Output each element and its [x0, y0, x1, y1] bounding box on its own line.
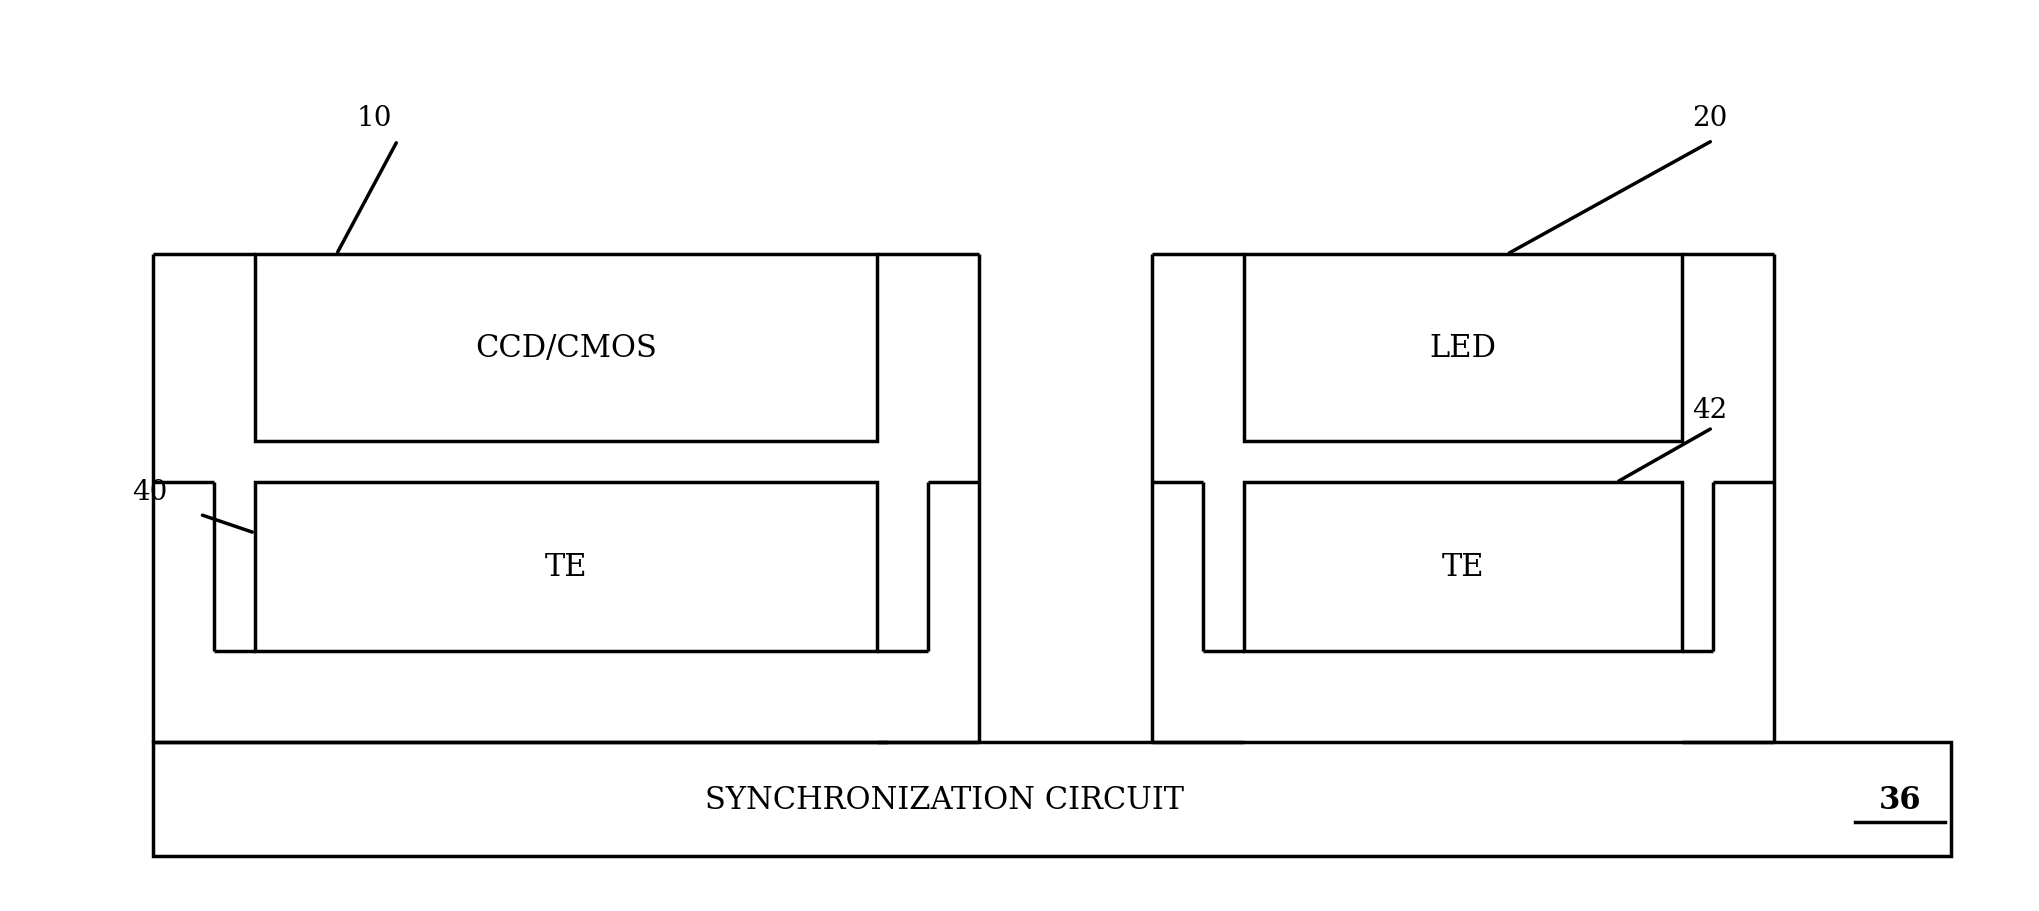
Bar: [255, 255, 877, 442]
Text: SYNCHRONIZATION CIRCUIT: SYNCHRONIZATION CIRCUIT: [705, 784, 1185, 814]
Text: 40: 40: [133, 478, 167, 506]
Bar: [1244, 483, 1682, 651]
Text: 10: 10: [357, 105, 391, 132]
Text: LED: LED: [1429, 333, 1497, 363]
Text: TE: TE: [544, 552, 587, 582]
Bar: [153, 742, 1951, 856]
Text: TE: TE: [1442, 552, 1484, 582]
Text: CCD/CMOS: CCD/CMOS: [475, 333, 657, 363]
Text: 42: 42: [1692, 396, 1727, 424]
Text: 20: 20: [1692, 105, 1727, 132]
Bar: [255, 483, 877, 651]
Bar: [1244, 255, 1682, 442]
Text: 36: 36: [1880, 784, 1921, 814]
